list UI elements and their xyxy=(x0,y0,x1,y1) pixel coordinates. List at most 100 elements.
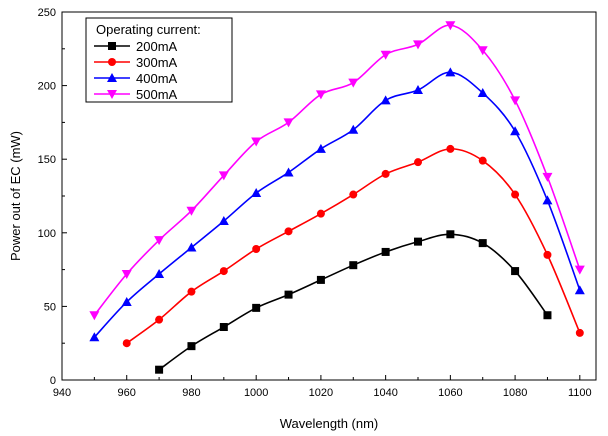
data-point xyxy=(414,237,422,246)
x-axis-label: Wavelength (nm) xyxy=(280,416,379,431)
y-tick-label: 0 xyxy=(50,375,56,387)
legend-label: 200mA xyxy=(136,39,178,54)
data-point xyxy=(349,190,358,199)
legend-item: 400mA xyxy=(94,71,178,86)
series-500mA xyxy=(89,21,585,321)
data-point xyxy=(511,190,520,199)
data-point xyxy=(187,342,196,351)
data-point xyxy=(510,126,521,136)
data-point xyxy=(380,50,391,60)
data-point xyxy=(316,275,325,284)
data-point xyxy=(477,46,488,56)
data-point xyxy=(252,244,261,253)
data-point xyxy=(574,265,585,275)
legend-marker xyxy=(107,73,117,82)
data-point xyxy=(187,287,196,296)
x-tick-label: 940 xyxy=(53,387,71,399)
data-point xyxy=(251,188,262,198)
series-300mA xyxy=(122,144,584,348)
legend-item: 300mA xyxy=(94,55,178,70)
data-point xyxy=(251,137,262,147)
data-point xyxy=(315,143,326,153)
y-tick-label: 50 xyxy=(44,301,56,313)
legend-marker xyxy=(108,58,116,66)
data-point xyxy=(284,227,293,236)
data-point xyxy=(575,328,584,337)
series-400mA xyxy=(89,67,585,342)
x-tick-label: 1040 xyxy=(373,387,397,399)
x-tick-label: 1080 xyxy=(503,387,527,399)
data-point xyxy=(316,209,325,218)
data-point xyxy=(542,195,553,205)
data-point xyxy=(155,365,164,374)
legend-item: 500mA xyxy=(94,87,178,102)
data-point xyxy=(218,216,229,226)
data-point xyxy=(446,230,455,239)
legend-title: Operating current: xyxy=(96,22,201,37)
data-point xyxy=(543,250,552,259)
data-point xyxy=(218,171,229,181)
legend-label: 300mA xyxy=(136,55,178,70)
legend-marker xyxy=(108,42,116,50)
series-line xyxy=(93,71,581,338)
x-tick-label: 1100 xyxy=(568,387,592,399)
data-point xyxy=(283,118,294,128)
data-point xyxy=(413,40,423,50)
y-tick-label: 150 xyxy=(38,154,56,166)
data-point xyxy=(380,95,391,105)
legend-marker xyxy=(107,90,117,99)
series-200mA xyxy=(155,230,552,374)
legend-item: 200mA xyxy=(94,39,178,54)
data-point xyxy=(219,323,228,332)
data-point xyxy=(413,85,423,95)
data-point xyxy=(510,96,521,106)
data-point xyxy=(252,303,261,312)
data-point xyxy=(445,21,456,31)
data-point xyxy=(414,158,422,167)
data-point xyxy=(89,332,100,342)
data-point xyxy=(543,311,552,320)
data-point xyxy=(155,315,164,324)
data-point xyxy=(511,267,520,276)
data-point xyxy=(542,172,553,182)
y-tick-label: 100 xyxy=(38,228,56,240)
data-point xyxy=(348,124,359,134)
data-point xyxy=(574,285,585,295)
data-point xyxy=(478,239,487,248)
data-point xyxy=(154,236,165,246)
y-axis-label: Power out of EC (mW) xyxy=(8,131,23,261)
data-point xyxy=(122,339,131,348)
y-tick-label: 250 xyxy=(38,7,56,19)
x-tick-label: 960 xyxy=(118,387,136,399)
series-line xyxy=(158,233,549,371)
series-line xyxy=(93,24,581,316)
data-point xyxy=(348,78,359,88)
x-tick-label: 980 xyxy=(182,387,200,399)
data-point xyxy=(186,206,197,216)
legend-label: 400mA xyxy=(136,71,178,86)
data-point xyxy=(478,156,487,165)
x-tick-label: 1020 xyxy=(309,387,333,399)
data-point xyxy=(121,270,132,280)
data-point xyxy=(283,167,294,177)
axis-ticks: 940 960 980 1000 1020 1040 1060 1080 1100 0 50 100 1… xyxy=(38,7,592,399)
data-point xyxy=(89,311,100,321)
data-point xyxy=(477,87,488,97)
data-point xyxy=(186,242,197,252)
data-point xyxy=(219,267,228,276)
data-point xyxy=(121,296,132,306)
y-tick-label: 200 xyxy=(38,81,56,93)
series-line xyxy=(126,148,581,344)
legend-label: 500mA xyxy=(136,87,178,102)
data-point xyxy=(284,290,293,299)
data-point xyxy=(381,169,390,178)
data-point xyxy=(381,247,390,256)
data-marks xyxy=(89,21,585,374)
data-point xyxy=(154,269,165,279)
x-tick-label: 1060 xyxy=(438,387,462,399)
x-tick-label: 1000 xyxy=(244,387,268,399)
data-point xyxy=(349,261,358,270)
